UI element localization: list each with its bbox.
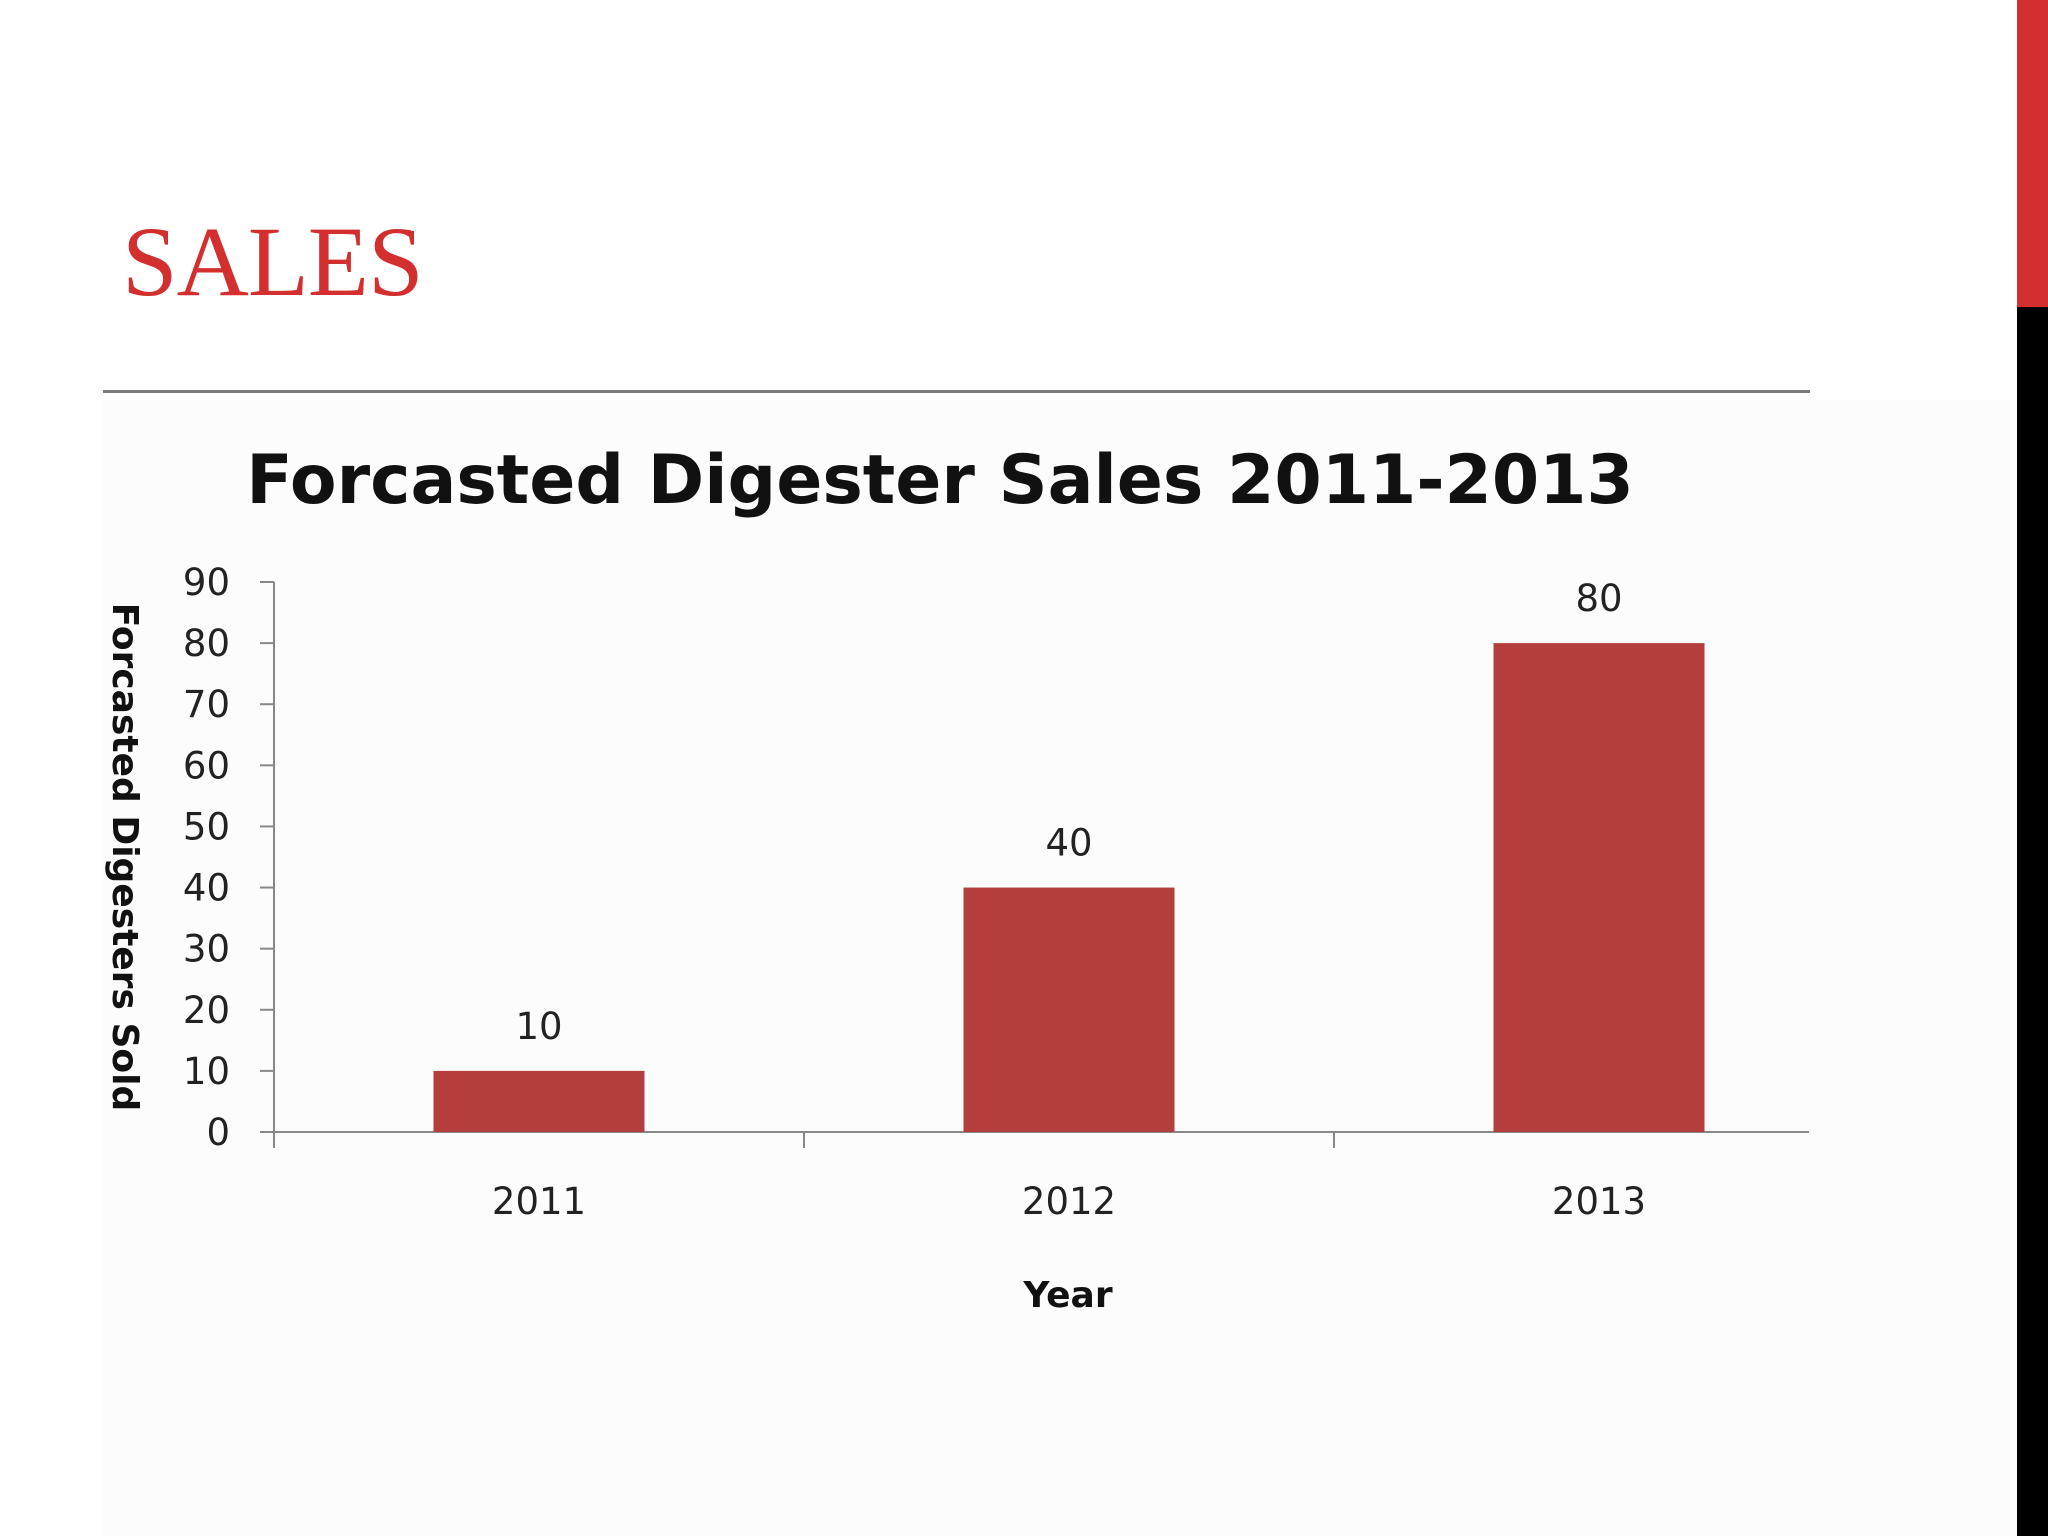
bar-chart: Forcasted Digester Sales 2011-2013 0 10 20… xyxy=(104,441,1809,1316)
chart-title: Forcasted Digester Sales 2011-2013 xyxy=(246,441,1634,520)
bars xyxy=(433,643,1705,1132)
accent-bar-black xyxy=(2017,307,2048,1536)
slide-title: SALES xyxy=(122,206,424,317)
y-tick-label: 10 xyxy=(183,1050,230,1093)
bar-2011 xyxy=(433,1070,645,1132)
x-tick-label: 2012 xyxy=(1022,1180,1116,1223)
y-tick-label: 0 xyxy=(206,1111,230,1154)
data-label-2013: 80 xyxy=(1575,577,1622,620)
x-axis-title: Year xyxy=(1022,1275,1112,1316)
accent-bar-red xyxy=(2017,0,2048,307)
data-label-2011: 10 xyxy=(515,1005,562,1048)
y-tick-label: 70 xyxy=(183,683,230,726)
y-tick-label: 50 xyxy=(183,805,230,848)
x-tick-label: 2011 xyxy=(492,1180,586,1223)
chart-area: Forcasted Digester Sales 2011-2013 0 10 20… xyxy=(103,400,2017,1536)
y-tick-label: 90 xyxy=(183,561,230,604)
y-tick-label: 60 xyxy=(183,744,230,787)
y-axis-title-group: Forcasted Digesters Sold xyxy=(104,603,145,1112)
y-tick-label: 30 xyxy=(183,928,230,971)
data-label-2012: 40 xyxy=(1045,822,1092,865)
data-labels: 10 40 80 xyxy=(515,577,1622,1048)
y-tick-label: 40 xyxy=(183,867,230,910)
y-tick-label: 20 xyxy=(183,989,230,1032)
y-axis: 0 10 20 30 40 50 60 70 80 90 xyxy=(183,561,275,1154)
x-tick-label: 2013 xyxy=(1552,1180,1646,1223)
x-axis: 2011 2012 2013 xyxy=(273,1131,1809,1223)
y-axis-title: Forcasted Digesters Sold xyxy=(104,603,145,1112)
title-divider xyxy=(103,390,1810,393)
bar-2013 xyxy=(1493,643,1705,1132)
bar-2012 xyxy=(963,887,1175,1132)
y-tick-label: 80 xyxy=(183,622,230,665)
